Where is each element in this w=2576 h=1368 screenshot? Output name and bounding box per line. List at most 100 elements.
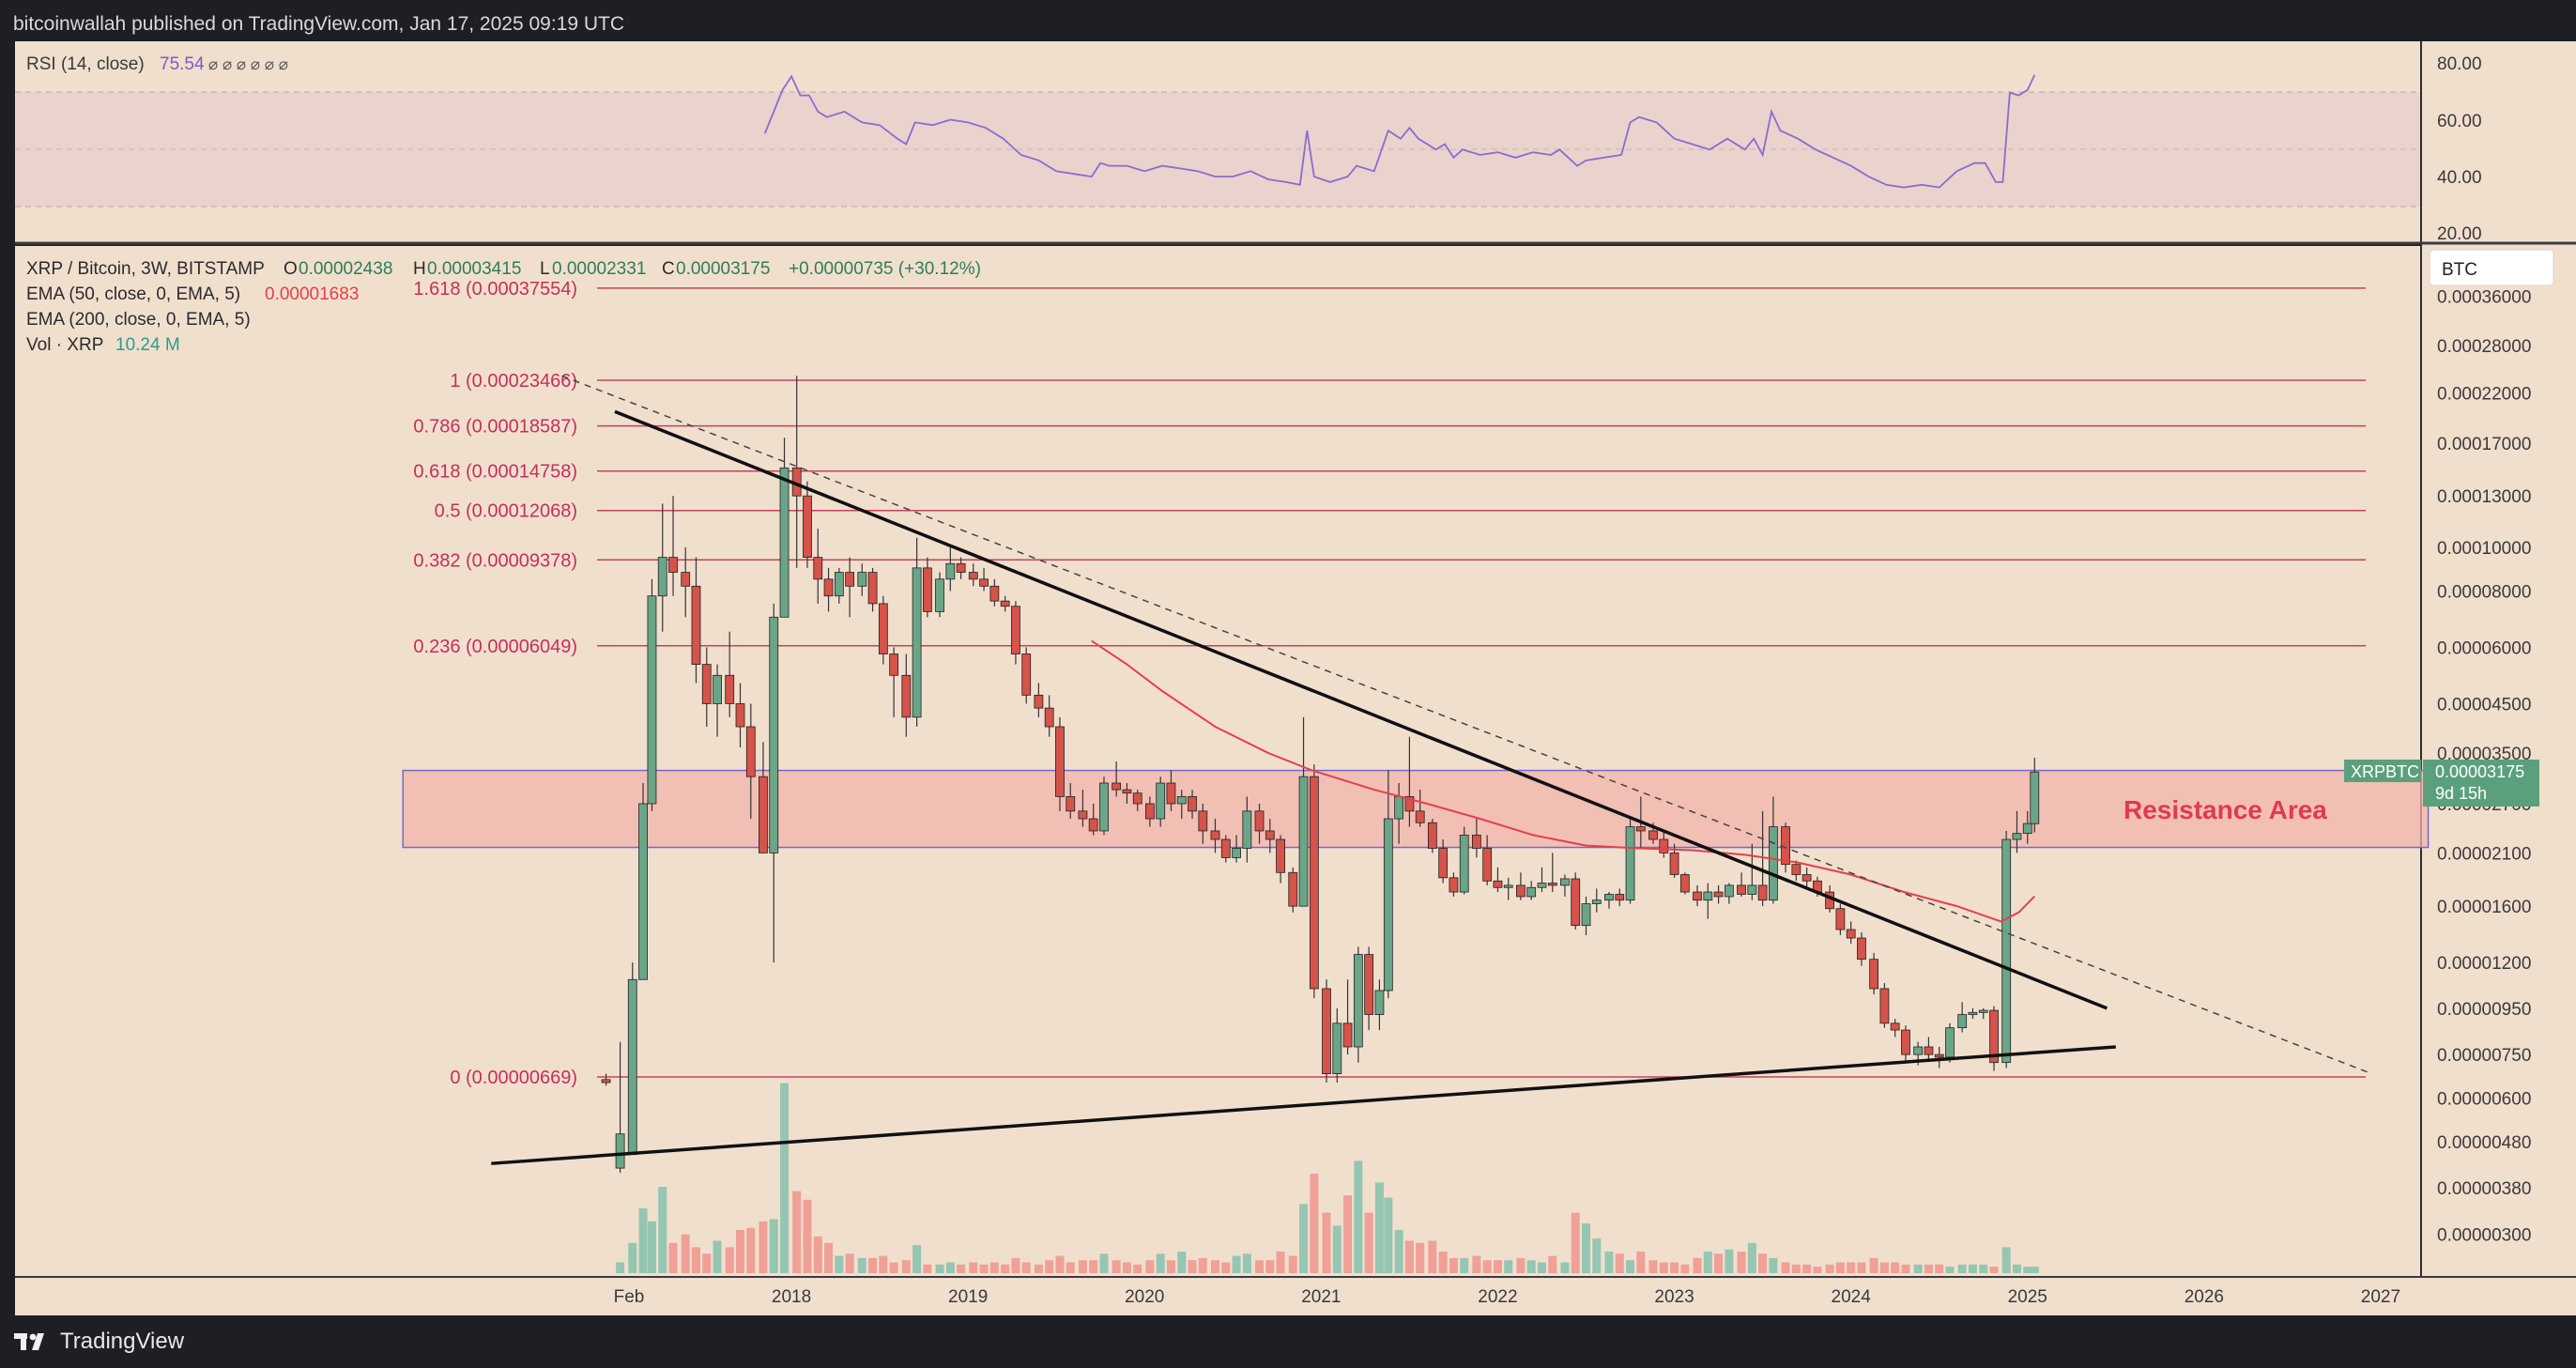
volume-bar xyxy=(1354,1160,1363,1273)
volume-bar xyxy=(935,1264,944,1273)
publisher-header: bitcoinwallah published on TradingView.c… xyxy=(13,13,625,35)
price-tag-bg xyxy=(2423,760,2539,807)
tradingview-brand: TradingView xyxy=(60,1329,185,1354)
rsi-value: 75.54 xyxy=(160,54,205,74)
candle-body xyxy=(1276,838,1285,873)
candle-body xyxy=(1482,848,1493,882)
volume-bar xyxy=(1310,1174,1319,1273)
candle-body xyxy=(1088,818,1098,832)
candle-body xyxy=(1044,707,1054,728)
candle-body xyxy=(912,567,922,718)
volume-bar xyxy=(1078,1260,1087,1273)
volume-bar xyxy=(1460,1257,1469,1273)
candle-body xyxy=(713,674,722,704)
volume-bar xyxy=(1802,1264,1812,1273)
volume-bar xyxy=(1615,1253,1624,1273)
ema-50-path xyxy=(1091,639,2036,923)
volume-bar xyxy=(1255,1260,1265,1273)
volume-bar xyxy=(1188,1260,1197,1273)
volume-bar xyxy=(746,1227,756,1273)
candle-body xyxy=(1021,653,1032,696)
tradingview-footer[interactable]: TradingView xyxy=(13,1322,184,1361)
volume-bar xyxy=(1156,1253,1165,1273)
candle-body xyxy=(1968,1011,1978,1015)
ohlc-high-key: H xyxy=(413,259,426,279)
volume-bar xyxy=(1322,1212,1331,1273)
volume-bar xyxy=(1935,1264,1944,1273)
volume-bar xyxy=(1879,1262,1889,1273)
time-tick-label: 2022 xyxy=(1478,1287,1517,1307)
volume-bar xyxy=(1835,1262,1845,1273)
volume-bar xyxy=(868,1257,878,1273)
rsi-line xyxy=(763,74,2036,189)
candle-body xyxy=(1449,877,1459,893)
volume-bar xyxy=(1438,1252,1448,1273)
candle-body xyxy=(1242,810,1252,849)
ema50-label: EMA (50, close, 0, EMA, 5) xyxy=(26,284,240,304)
price-tick-label: 0.00036000 xyxy=(2437,288,2531,308)
currency-badge[interactable]: BTC xyxy=(2429,249,2554,286)
volume-bar xyxy=(658,1187,667,1273)
candle-body xyxy=(823,578,834,597)
volume-bar xyxy=(1288,1255,1297,1273)
fib-label: 0.786 (0.00018587) xyxy=(413,417,577,438)
volume-bar xyxy=(889,1262,898,1273)
candle-body xyxy=(1846,929,1856,939)
volume-bar xyxy=(1901,1264,1910,1273)
candle-body xyxy=(1768,826,1778,901)
ohlc-close-key: C xyxy=(662,259,675,279)
volume-bar xyxy=(901,1260,911,1273)
candle-body xyxy=(668,557,678,573)
candle-body xyxy=(901,674,912,718)
volume-bar xyxy=(1493,1260,1502,1273)
candle-body xyxy=(1034,694,1044,709)
tradingview-logo-icon xyxy=(14,1333,44,1350)
volume-bar xyxy=(1504,1260,1513,1273)
volume-bar xyxy=(1299,1204,1309,1273)
candle-body xyxy=(1055,726,1065,797)
candle-body xyxy=(1526,886,1537,898)
volume-bar xyxy=(2012,1264,2021,1273)
candle-body xyxy=(759,776,768,853)
volume-bar xyxy=(1516,1257,1526,1273)
candle-body xyxy=(1945,1027,1955,1058)
candle-body xyxy=(1374,990,1385,1015)
price-tick-label: 0.00002100 xyxy=(2437,844,2531,864)
volume-bar xyxy=(681,1234,690,1273)
volume-bar xyxy=(780,1083,790,1273)
resistance-zone[interactable] xyxy=(402,769,2430,849)
volume-bar xyxy=(1781,1262,1790,1273)
volume-bar xyxy=(792,1191,802,1273)
candle-body xyxy=(647,595,657,805)
volume-bar xyxy=(1989,1267,1999,1273)
candle-body xyxy=(1254,810,1265,832)
price-tick-label: 0.00000480 xyxy=(2437,1133,2531,1153)
candle-body xyxy=(1112,782,1122,791)
volume-bar xyxy=(1945,1267,1955,1273)
volume-bar xyxy=(1198,1257,1207,1273)
candle-body xyxy=(1869,959,1879,990)
candle-body xyxy=(1713,891,1724,898)
candle-body xyxy=(1516,884,1526,898)
rsi-settings-icon[interactable]: ⌀ ⌀ ⌀ ⌀ ⌀ ⌀ xyxy=(208,55,288,73)
candle-body xyxy=(1635,826,1646,832)
volume-bar xyxy=(1670,1262,1679,1273)
time-tick-label: 2020 xyxy=(1125,1287,1164,1307)
volume-bar xyxy=(736,1230,745,1273)
ohlc-change: +0.00000735 (+30.12%) xyxy=(789,259,981,279)
candle-body xyxy=(745,726,756,777)
candle-body xyxy=(1791,864,1802,875)
volume-bar xyxy=(879,1255,888,1273)
trendline-dashed-resistance xyxy=(561,375,2372,1075)
symbol-title: XRP / Bitcoin, 3W, BITSTAMP xyxy=(26,259,265,279)
candle-body xyxy=(1099,782,1109,832)
price-tag-symbol: XRPBTC xyxy=(2351,762,2419,781)
fib-label: 0.382 (0.00009378) xyxy=(413,550,577,571)
volume-bar xyxy=(1582,1223,1591,1273)
price-tick-label: 0.00001200 xyxy=(2437,954,2531,974)
trendlines[interactable] xyxy=(491,375,2372,1165)
volume-bar xyxy=(1648,1260,1658,1273)
volume-bar xyxy=(759,1221,768,1273)
time-tick-label: 2019 xyxy=(948,1287,988,1307)
ema200-label: EMA (200, close, 0, EMA, 5) xyxy=(26,310,251,330)
